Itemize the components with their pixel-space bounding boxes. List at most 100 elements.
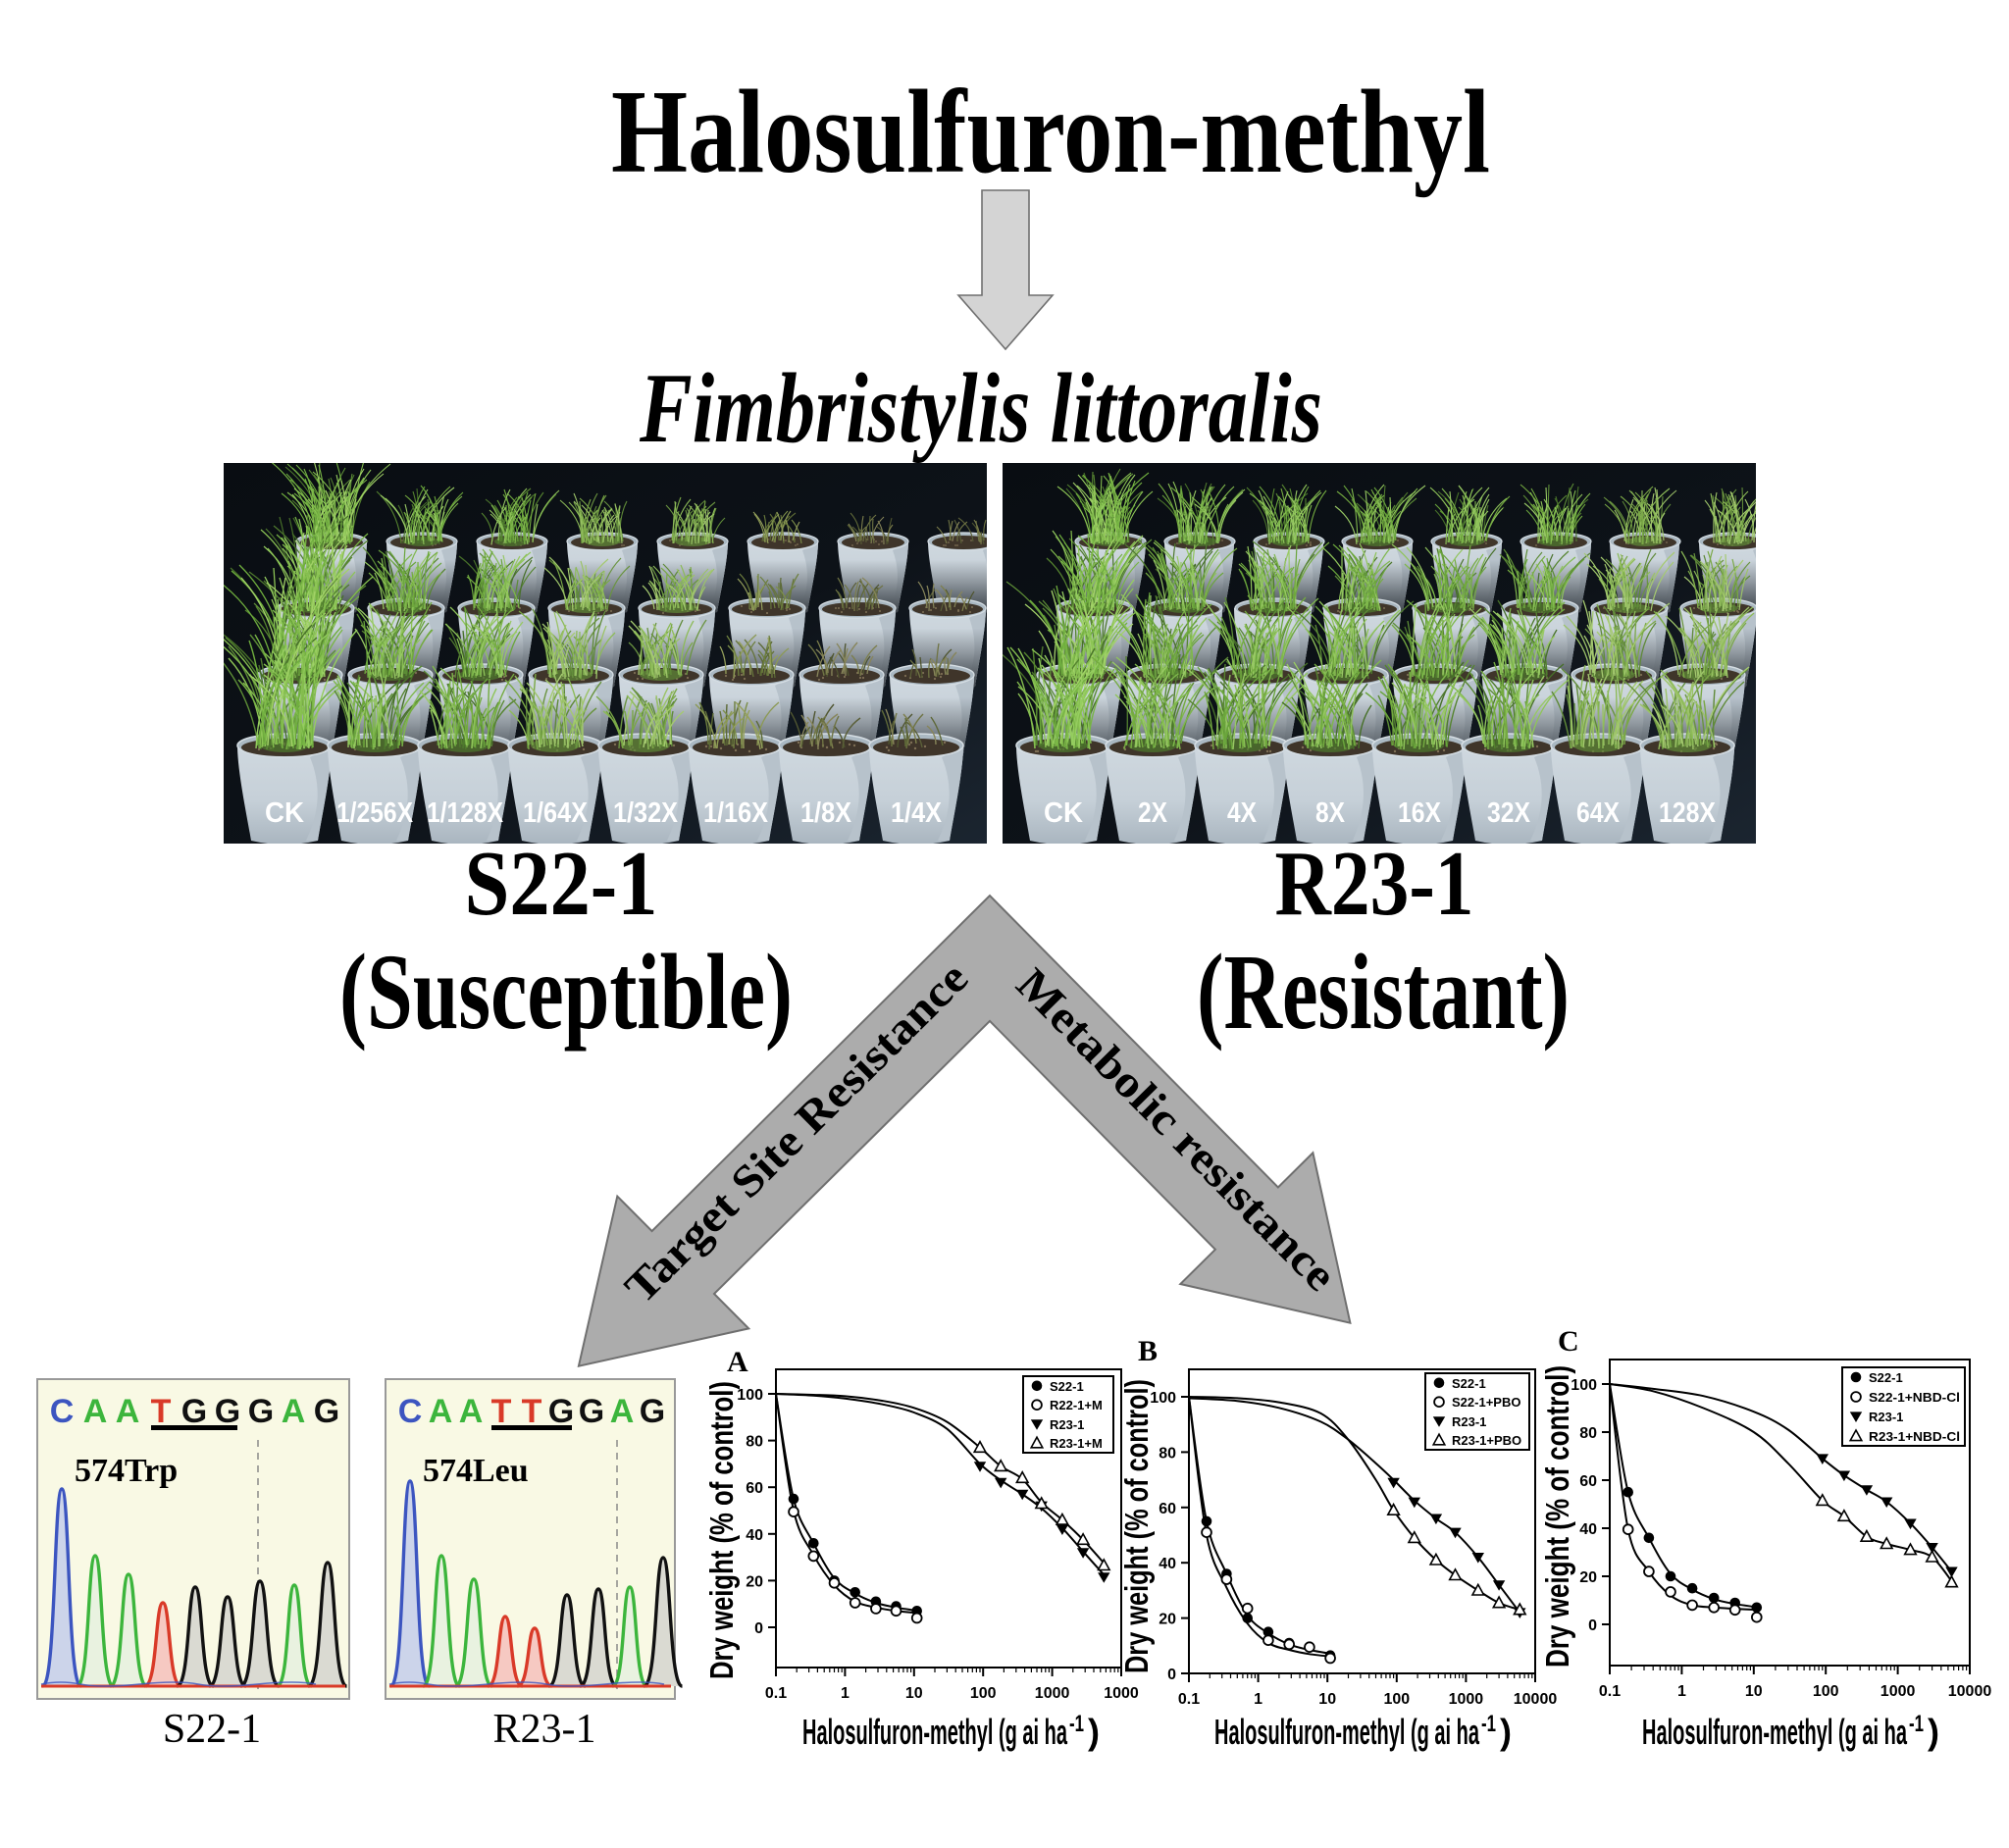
svg-text:A: A (459, 1393, 484, 1430)
svg-text:Halosulfuron-methyl (g ai ha: Halosulfuron-methyl (g ai ha (1642, 1712, 1908, 1752)
svg-text:Halosulfuron-methyl (g ai ha: Halosulfuron-methyl (g ai ha (802, 1712, 1068, 1752)
svg-text:10000: 10000 (1514, 1691, 1558, 1708)
svg-text:G: G (548, 1393, 574, 1430)
svg-text:G: G (579, 1393, 604, 1430)
svg-text:S22-1: S22-1 (465, 833, 658, 935)
svg-text:S22-1: S22-1 (1452, 1376, 1486, 1391)
svg-text:80: 80 (746, 1434, 763, 1451)
svg-text:S22-1: S22-1 (1869, 1370, 1903, 1385)
svg-text:40: 40 (746, 1527, 763, 1544)
svg-text:1: 1 (1677, 1683, 1686, 1700)
svg-text:C: C (50, 1393, 75, 1430)
svg-text:80: 80 (1579, 1425, 1597, 1442)
svg-text:1: 1 (1254, 1691, 1262, 1708)
svg-text:10: 10 (1745, 1683, 1763, 1700)
svg-text:): ) (1088, 1712, 1100, 1752)
svg-text:10: 10 (1318, 1691, 1336, 1708)
svg-text:T: T (151, 1393, 172, 1430)
svg-text:A: A (610, 1393, 635, 1430)
svg-text:R23-1: R23-1 (1050, 1417, 1084, 1432)
svg-text:R22-1+M: R22-1+M (1050, 1398, 1103, 1412)
svg-text:100: 100 (1150, 1390, 1176, 1407)
svg-text:64X: 64X (1576, 797, 1621, 829)
svg-text:(Resistant): (Resistant) (1197, 932, 1570, 1052)
svg-text:16X: 16X (1398, 797, 1442, 829)
svg-text:A: A (429, 1393, 453, 1430)
svg-text:(Susceptible): (Susceptible) (339, 932, 793, 1052)
svg-text:10: 10 (905, 1685, 923, 1702)
svg-text:): ) (1500, 1712, 1512, 1752)
svg-text:60: 60 (1579, 1473, 1597, 1490)
svg-text:10000: 10000 (1948, 1683, 1992, 1700)
svg-text:G: G (181, 1393, 207, 1430)
svg-text:1000: 1000 (1035, 1685, 1070, 1702)
svg-text:S22-1: S22-1 (163, 1707, 261, 1752)
svg-text:4X: 4X (1227, 797, 1258, 829)
svg-text:1000: 1000 (1880, 1683, 1916, 1700)
svg-text:A: A (83, 1393, 108, 1430)
svg-text:128X: 128X (1659, 797, 1717, 829)
svg-text:Dry weight (% of control): Dry weight (% of control) (1539, 1365, 1575, 1668)
svg-text:1/16X: 1/16X (703, 797, 769, 829)
svg-text:80: 80 (1159, 1445, 1176, 1462)
svg-text:0: 0 (1167, 1667, 1176, 1683)
svg-text:0: 0 (754, 1620, 763, 1637)
svg-text:0.1: 0.1 (1178, 1691, 1200, 1708)
svg-text:Halosulfuron-methyl: Halosulfuron-methyl (611, 66, 1490, 198)
svg-text:G: G (640, 1393, 665, 1430)
svg-text:40: 40 (1159, 1556, 1176, 1572)
svg-text:B: B (1138, 1335, 1158, 1367)
svg-text:T: T (522, 1393, 542, 1430)
svg-text:574Trp: 574Trp (75, 1453, 178, 1489)
svg-text:C: C (398, 1393, 423, 1430)
svg-text:1000: 1000 (1104, 1685, 1139, 1702)
svg-text:20: 20 (1579, 1569, 1597, 1586)
svg-text:CK: CK (265, 797, 304, 829)
svg-text:S22-1: S22-1 (1050, 1379, 1084, 1394)
svg-text:100: 100 (1383, 1691, 1410, 1708)
svg-text:8X: 8X (1315, 797, 1346, 829)
svg-text:60: 60 (1159, 1501, 1176, 1517)
svg-text:574Leu: 574Leu (423, 1453, 529, 1489)
svg-text:32X: 32X (1487, 797, 1531, 829)
svg-text:R23-1+PBO: R23-1+PBO (1452, 1433, 1521, 1448)
svg-text:-1: -1 (1909, 1711, 1924, 1737)
svg-text:G: G (248, 1393, 274, 1430)
svg-text:0.1: 0.1 (765, 1685, 787, 1702)
svg-text:G: G (215, 1393, 240, 1430)
svg-text:0.1: 0.1 (1599, 1683, 1621, 1700)
svg-text:A: A (282, 1393, 306, 1430)
svg-text:T: T (491, 1393, 512, 1430)
svg-text:60: 60 (746, 1480, 763, 1497)
svg-text:1/8X: 1/8X (800, 797, 852, 829)
svg-text:1/128X: 1/128X (427, 797, 504, 829)
svg-text:100: 100 (970, 1685, 997, 1702)
svg-text:Dry weight (% of control): Dry weight (% of control) (1118, 1379, 1155, 1673)
svg-text:S22-1+PBO: S22-1+PBO (1452, 1395, 1520, 1410)
svg-text:S22-1+NBD-Cl: S22-1+NBD-Cl (1869, 1390, 1960, 1405)
svg-text:1/64X: 1/64X (523, 797, 589, 829)
svg-text:A: A (727, 1346, 748, 1378)
svg-text:Fimbristylis littoralis: Fimbristylis littoralis (639, 353, 1322, 464)
svg-text:20: 20 (746, 1573, 763, 1590)
svg-text:100: 100 (1813, 1683, 1839, 1700)
svg-text:-1: -1 (1481, 1711, 1496, 1737)
svg-text:R23-1+NBD-Cl: R23-1+NBD-Cl (1869, 1429, 1960, 1444)
svg-text:A: A (116, 1393, 140, 1430)
svg-text:Dry weight (% of control): Dry weight (% of control) (703, 1381, 740, 1679)
svg-text:1/32X: 1/32X (613, 797, 679, 829)
svg-text:C: C (1558, 1325, 1579, 1358)
svg-text:R23-1: R23-1 (1452, 1414, 1486, 1429)
svg-text:2X: 2X (1138, 797, 1168, 829)
svg-text:G: G (314, 1393, 339, 1430)
svg-text:100: 100 (737, 1387, 763, 1404)
svg-text:100: 100 (1571, 1377, 1597, 1394)
svg-text:CK: CK (1044, 797, 1083, 829)
svg-text:Halosulfuron-methyl (g ai ha: Halosulfuron-methyl (g ai ha (1214, 1712, 1480, 1752)
svg-text:1000: 1000 (1449, 1691, 1484, 1708)
svg-text:R23-1: R23-1 (1275, 833, 1474, 935)
svg-text:20: 20 (1159, 1612, 1176, 1628)
svg-text:R23-1: R23-1 (493, 1707, 596, 1752)
svg-text:-1: -1 (1069, 1711, 1084, 1737)
svg-text:1/256X: 1/256X (336, 797, 414, 829)
